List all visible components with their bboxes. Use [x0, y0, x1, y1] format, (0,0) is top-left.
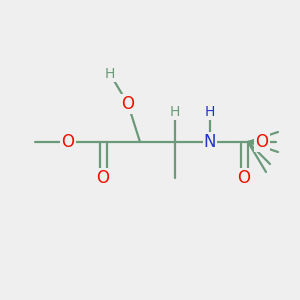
Text: H: H — [170, 105, 180, 119]
Text: H: H — [105, 67, 115, 81]
Text: H: H — [205, 105, 215, 119]
Text: O: O — [122, 95, 134, 113]
Text: O: O — [97, 169, 110, 187]
Text: O: O — [238, 169, 250, 187]
Text: N: N — [204, 133, 216, 151]
Text: O: O — [61, 133, 74, 151]
Text: O: O — [256, 133, 268, 151]
